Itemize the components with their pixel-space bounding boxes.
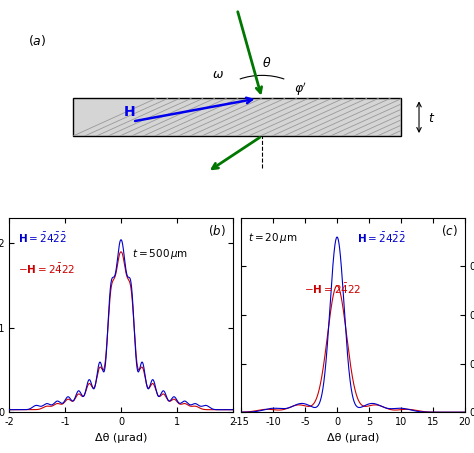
Text: $\mathbf{H} = \bar{2}4\bar{2}\bar{2}$: $\mathbf{H} = \bar{2}4\bar{2}\bar{2}$ [18,231,67,246]
Text: $(b)$: $(b)$ [208,223,226,238]
Text: $\theta$: $\theta$ [262,56,271,70]
Text: $\mathbf{H}$: $\mathbf{H}$ [123,105,136,119]
Text: $\mathbf{H} = \bar{2}4\bar{2}\bar{2}$: $\mathbf{H} = \bar{2}4\bar{2}\bar{2}$ [357,231,406,246]
X-axis label: Δθ (μrad): Δθ (μrad) [95,433,147,443]
Text: $(c)$: $(c)$ [441,223,458,238]
Text: $t = 500\,\mu\mathrm{m}$: $t = 500\,\mu\mathrm{m}$ [132,247,188,261]
Text: $t = 20\,\mu\mathrm{m}$: $t = 20\,\mu\mathrm{m}$ [248,231,298,245]
Text: $-\mathbf{H} = 2\bar{4}22$: $-\mathbf{H} = 2\bar{4}22$ [304,282,361,296]
Text: $t$: $t$ [428,112,436,125]
Text: $\varphi'$: $\varphi'$ [294,80,307,98]
Text: $-\mathbf{H} = 2\bar{4}22$: $-\mathbf{H} = 2\bar{4}22$ [18,262,76,276]
X-axis label: Δθ (μrad): Δθ (μrad) [327,433,379,443]
Bar [73,98,401,136]
Text: $(a)$: $(a)$ [27,33,46,48]
Text: $\omega$: $\omega$ [212,68,224,81]
